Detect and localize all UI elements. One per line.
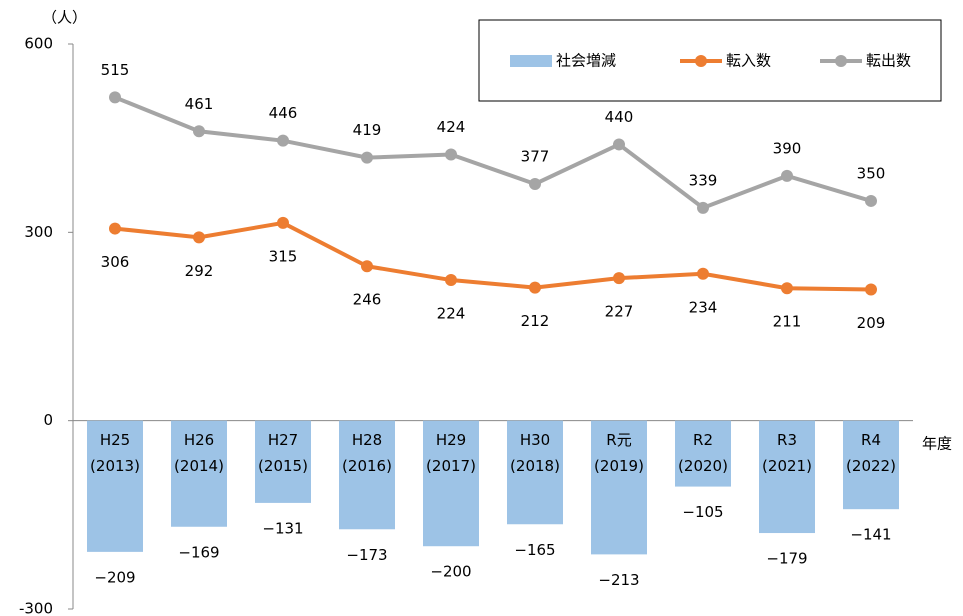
point-label: 306: [101, 253, 130, 271]
point-label: 377: [521, 147, 550, 165]
line: [114, 95, 872, 211]
point-label: 390: [773, 139, 802, 157]
bar-value-label: −165: [514, 541, 555, 559]
point-label: 211: [773, 313, 802, 331]
point-label: 461: [185, 95, 214, 113]
bar-value-label: −179: [766, 550, 807, 568]
marker: [109, 91, 121, 104]
bar-value-label: −213: [598, 571, 639, 589]
point-label: 419: [353, 121, 382, 139]
point-label: 424: [437, 118, 466, 136]
marker: [193, 231, 205, 244]
marker: [613, 138, 625, 151]
marker: [277, 134, 289, 147]
legend-label: 転入数: [726, 52, 771, 70]
bar-value-label: −105: [682, 503, 723, 521]
y-tick-label: 600: [24, 35, 53, 53]
legend-label: 転出数: [866, 52, 911, 70]
x-tick-label: H25 (2013): [90, 430, 140, 475]
point-label: 227: [605, 303, 634, 321]
x-tick-label: H28 (2016): [342, 430, 392, 475]
bar: [591, 420, 647, 555]
point-label: 515: [101, 61, 130, 79]
marker: [361, 260, 373, 273]
legend-swatch: [835, 55, 847, 67]
bar-value-label: −200: [430, 563, 471, 581]
bar-value-label: −131: [262, 519, 303, 537]
marker: [697, 201, 709, 214]
bar: [255, 420, 311, 503]
point-label: 440: [605, 108, 634, 126]
x-tick-label: H29 (2017): [426, 430, 476, 475]
x-axis-label: 年度: [922, 435, 952, 453]
line: [114, 220, 872, 292]
x-tick-label: H30 (2018): [510, 430, 560, 475]
marker: [193, 125, 205, 138]
point-label: 209: [857, 314, 886, 332]
bar-value-label: −169: [178, 543, 219, 561]
bar-value-label: −209: [94, 568, 135, 586]
marker: [613, 272, 625, 285]
marker: [445, 148, 457, 161]
point-label: 339: [689, 171, 718, 189]
x-tick-label: R2 (2020): [678, 430, 728, 475]
y-tick-label: -300: [19, 600, 53, 616]
point-label: 212: [521, 312, 550, 330]
bar: [423, 420, 479, 547]
marker: [361, 151, 373, 164]
x-tick-label: R元 (2019): [594, 430, 644, 475]
bar: [843, 420, 899, 510]
point-label: 224: [437, 305, 466, 323]
bar-value-label: −141: [850, 526, 891, 544]
unit-label: （人）: [42, 9, 87, 27]
marker: [781, 169, 793, 182]
marker: [529, 177, 541, 190]
marker: [277, 216, 289, 229]
marker: [865, 283, 877, 296]
bar: [87, 420, 143, 552]
point-label: 292: [185, 262, 214, 280]
marker: [109, 222, 121, 235]
bar-value-label: −173: [346, 546, 387, 564]
legend-swatch: [510, 55, 552, 67]
point-label: 246: [353, 291, 382, 309]
x-tick-label: H27 (2015): [258, 430, 308, 475]
y-tick-label: 0: [43, 411, 53, 429]
bar: [759, 420, 815, 534]
bar: [507, 420, 563, 525]
bar: [171, 420, 227, 527]
marker: [865, 194, 877, 207]
point-label: 446: [269, 104, 298, 122]
x-tick-label: R4 (2022): [846, 430, 896, 475]
bar: [675, 420, 731, 487]
bar: [339, 420, 395, 530]
legend-swatch: [695, 55, 707, 67]
marker: [781, 282, 793, 295]
marker: [445, 274, 457, 287]
legend-label: 社会増減: [556, 52, 616, 70]
marker: [697, 267, 709, 280]
x-tick-label: R3 (2021): [762, 430, 812, 475]
x-tick-label: H26 (2014): [174, 430, 224, 475]
point-label: 315: [269, 247, 298, 265]
marker: [529, 281, 541, 294]
point-label: 350: [857, 164, 886, 182]
y-tick-label: 300: [24, 223, 53, 241]
point-label: 234: [689, 298, 718, 316]
